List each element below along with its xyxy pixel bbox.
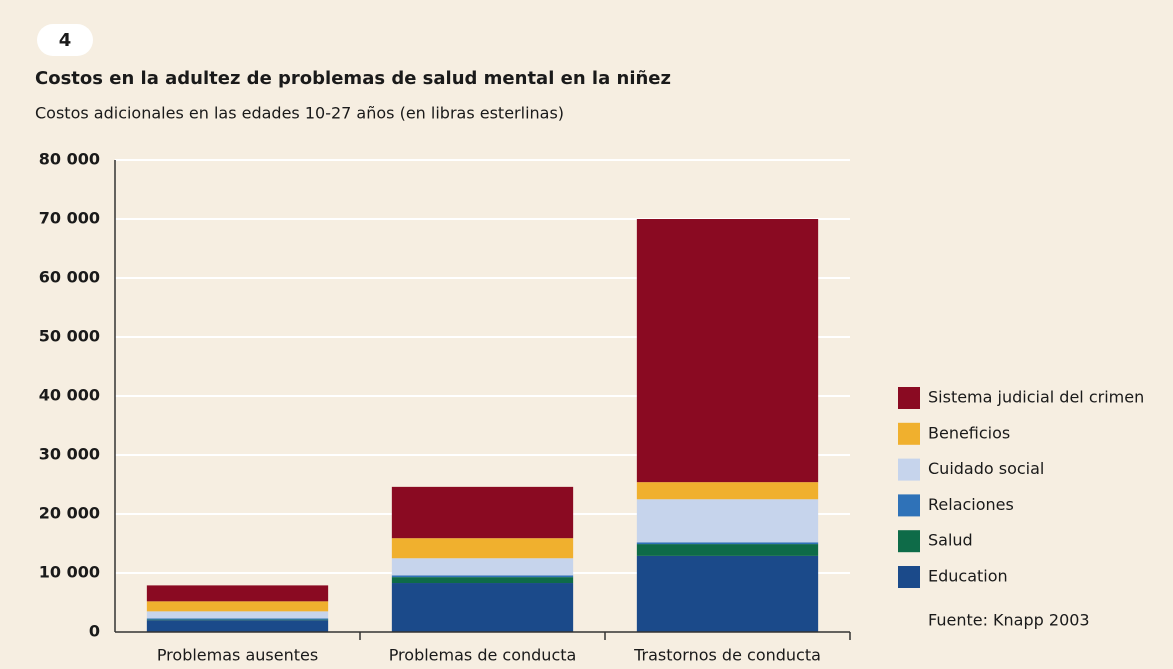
bar-segment [636,542,819,545]
legend-swatch [898,566,920,588]
badge-number: 4 [59,30,72,51]
bar-segment [391,486,574,539]
y-tick-label: 80 000 [39,150,100,169]
legend-swatch [898,387,920,409]
y-tick-label: 70 000 [39,209,100,228]
x-tick-label: Problemas ausentes [157,646,318,665]
legend-label: Salud [928,531,973,550]
y-tick-label: 40 000 [39,386,100,405]
chart-subtitle: Costos adicionales en las edades 10-27 a… [35,104,564,123]
bar-segment [636,219,819,483]
bar-segment [146,618,329,620]
bar-segment [636,499,819,543]
legend-label: Cuidado social [928,459,1044,478]
chart-title: Costos en la adultez de problemas de sal… [35,68,671,89]
bar-segment [146,611,329,619]
legend-label: Relaciones [928,495,1014,514]
y-tick-label: 50 000 [39,327,100,346]
y-tick-label: 0 [89,622,100,641]
badge [37,24,93,56]
bar-segment [391,583,574,632]
source: Fuente: Knapp 2003 [928,611,1090,630]
x-tick-label: Problemas de conducta [389,646,577,665]
bar-segment [636,482,819,500]
bar-segment [391,575,574,578]
bar-segment [636,544,819,556]
bar-segment [146,619,329,621]
legend-label: Sistema judicial del crimen [928,388,1144,407]
legend-swatch [898,530,920,553]
legend-label: Beneficios [928,423,1010,442]
bar-segment [391,538,574,559]
y-tick-label: 30 000 [39,445,100,464]
bar-segment [146,585,329,602]
legend-swatch [898,458,920,481]
legend-swatch [898,494,920,517]
y-tick-label: 20 000 [39,504,100,523]
bar-segment [146,601,329,612]
bar-segment [391,558,574,576]
bar-segment [391,577,574,584]
legend-swatch [898,422,920,445]
bar-segment [636,555,819,632]
bar-segment [146,620,329,632]
y-tick-label: 60 000 [39,268,100,287]
x-tick-label: Trastornos de conducta [633,646,821,665]
y-tick-label: 10 000 [39,563,100,582]
legend-label: Education [928,567,1008,586]
